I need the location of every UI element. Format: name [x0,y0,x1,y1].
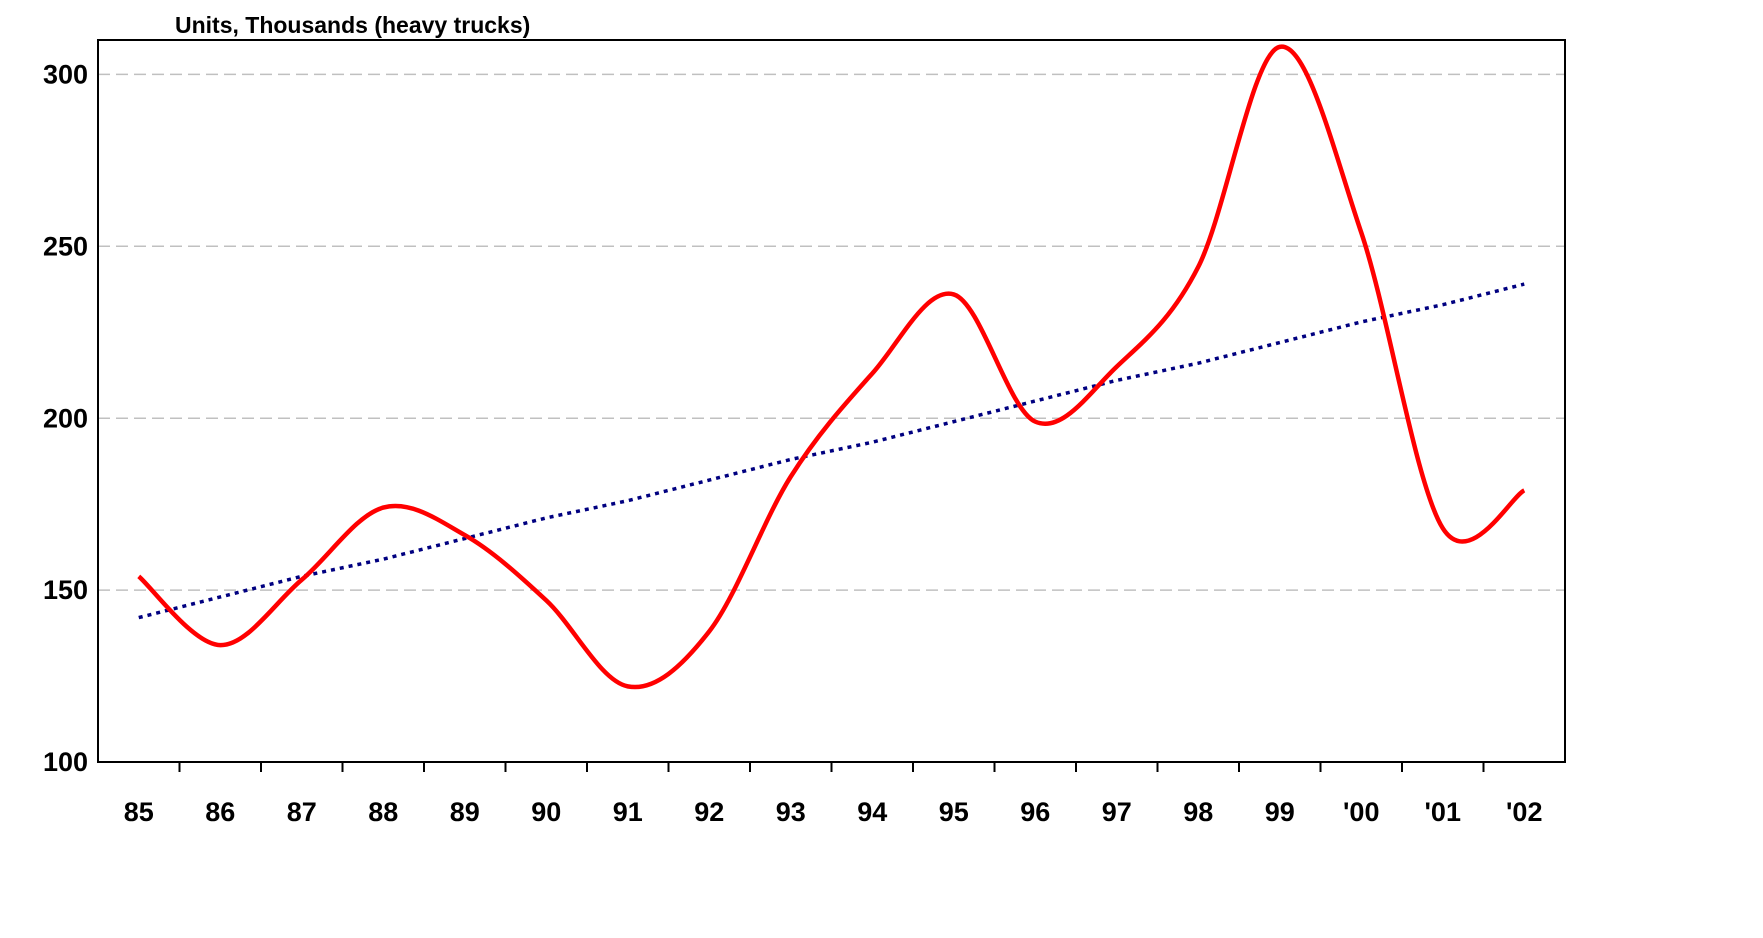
x-tick-label: 89 [450,797,480,827]
x-tick-label: '00 [1343,797,1379,827]
y-tick-label: 250 [43,231,88,261]
y-tick-label: 150 [43,575,88,605]
x-tick-label: 98 [1183,797,1213,827]
x-tick-label: 93 [776,797,806,827]
x-tick-label: 91 [613,797,643,827]
data-line [137,44,1526,690]
y-tick-label: 100 [43,747,88,777]
y-tick-label: 300 [43,60,88,90]
x-tick-label: '02 [1506,797,1542,827]
x-tick-label: 87 [287,797,317,827]
x-tick-label: 88 [368,797,398,827]
x-tick-label: 94 [857,797,887,827]
y-tick-label: 200 [43,403,88,433]
x-tick-label: 96 [1020,797,1050,827]
x-tick-label: 86 [205,797,235,827]
x-tick-label: 97 [1102,797,1132,827]
x-tick-label: 92 [694,797,724,827]
trend-line [138,282,1525,620]
x-tick-label: 95 [939,797,969,827]
x-tick-label: '01 [1425,797,1461,827]
plot-frame [97,39,1566,763]
chart-title: Units, Thousands (heavy trucks) [175,12,530,38]
x-tick-label: 99 [1265,797,1295,827]
x-tick-label: 85 [124,797,154,827]
x-tick-label: 90 [531,797,561,827]
